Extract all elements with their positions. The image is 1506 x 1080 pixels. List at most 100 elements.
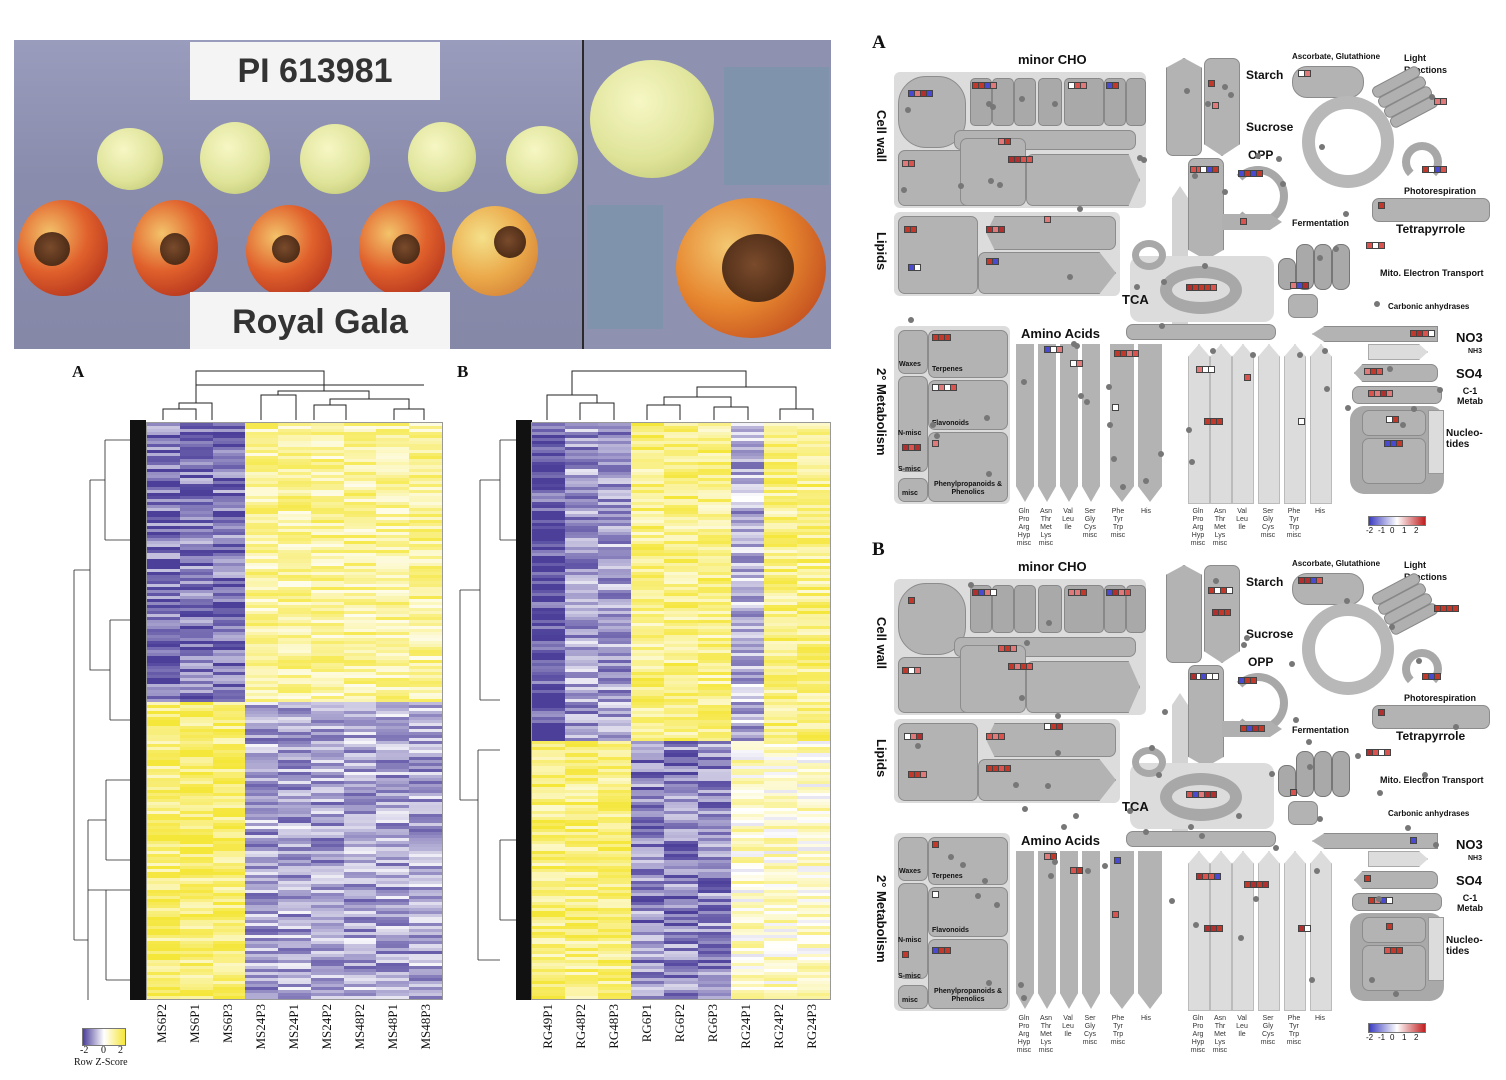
heatmap-cell [147, 532, 181, 536]
heatmap-cell [343, 598, 378, 603]
heatmap-cell [212, 489, 246, 494]
heatmap-cell [278, 507, 312, 512]
heatmap-cell [376, 632, 410, 636]
heatmap-cell [409, 814, 442, 818]
pathway-node-dot [1046, 620, 1052, 626]
heatmap-cell [212, 565, 246, 570]
heatmap-cell [147, 895, 181, 900]
heatmap-cell [278, 562, 312, 567]
heatmap-cell [245, 604, 279, 609]
expression-cell [914, 667, 921, 674]
heatmap-cell [245, 571, 279, 576]
heatmap-cell [409, 447, 442, 451]
heatmap-cell [147, 426, 181, 430]
heatmap-cell [376, 617, 410, 621]
mito-complex [1332, 751, 1350, 797]
expression-cell [1386, 897, 1393, 904]
heatmap-cell [212, 850, 246, 855]
starch-box [1166, 565, 1202, 663]
heatmap-cell [409, 744, 442, 748]
n-misc-label: N-misc [898, 937, 922, 944]
heatmap-cell [179, 480, 214, 485]
heatmap-cell [147, 856, 181, 861]
heatmap-cell [631, 996, 665, 999]
heatmap-cell [310, 441, 345, 445]
heatmap-cell [376, 929, 410, 933]
heatmap-cell [409, 571, 442, 576]
heatmap-cell [179, 535, 214, 539]
heatmap-cell [409, 726, 442, 730]
column-dendrogram-b [546, 370, 814, 420]
heatmap-cell [310, 680, 345, 685]
expression-cell [1080, 589, 1087, 596]
heatmap-cell [310, 641, 345, 645]
heatmap-cell [310, 829, 345, 833]
heatmap-cell [147, 835, 181, 839]
heatmap-cell [278, 889, 312, 894]
color-scale-tick: 2 [1414, 526, 1419, 535]
heatmap-cell [409, 650, 442, 654]
heatmap-cell [245, 689, 279, 694]
heatmap-cell [409, 468, 442, 473]
heatmap-cell [310, 899, 345, 903]
heatmap-cell [212, 641, 246, 645]
heatmap-cell [245, 601, 279, 606]
nh3-arrow [1368, 344, 1428, 360]
pathway-node-dot [1067, 274, 1073, 280]
amino-acid-group-label: Val Leu Ile [1062, 1015, 1074, 1038]
heatmap-column-label: RG6P2 [672, 1004, 687, 1043]
heatmap-cell [343, 841, 378, 845]
heatmap-cell [212, 844, 246, 848]
heatmap-cell [278, 877, 312, 882]
heatmap-cell [212, 650, 246, 654]
heatmap-cell [343, 517, 378, 521]
heatmap-cell [212, 714, 246, 718]
expression-cell [1114, 857, 1121, 864]
heatmap-cell [212, 729, 246, 733]
expression-cell [1440, 98, 1447, 105]
heatmap-cell [343, 626, 378, 630]
heatmap-cell [147, 607, 181, 612]
heatmap-cell [376, 853, 410, 858]
heatmap-cell [310, 923, 345, 927]
heatmap-cell [245, 859, 279, 864]
heatmap-cell [179, 920, 214, 924]
heatmap-cell [212, 456, 246, 460]
color-scale-tick: -2 [1366, 526, 1374, 535]
heatmap-cell [278, 795, 312, 800]
heatmap-cell [179, 698, 214, 703]
amino-acid-group-label: Phe Tyr Trp misc [1286, 1015, 1302, 1046]
heatmap-cell [212, 798, 246, 803]
heatmap-cell [376, 553, 410, 557]
heatmap-cell [409, 765, 442, 770]
pathway-node-dot [1345, 405, 1351, 411]
heatmap-cell [147, 504, 181, 509]
heatmap-cell [212, 607, 246, 612]
heatmap-cell [409, 680, 442, 685]
heatmap-cell [147, 674, 181, 679]
pathway-node-dot [1324, 386, 1330, 392]
heatmap-cell [278, 641, 312, 645]
heatmap-cell [179, 432, 214, 436]
heatmap-cell [409, 453, 442, 457]
heatmap-cell [310, 850, 345, 855]
heatmap-cell [245, 750, 279, 754]
heatmap-cell [212, 735, 246, 739]
heatmap-cell [245, 656, 279, 660]
heatmap-cell [147, 526, 181, 530]
heatmap-cell [212, 856, 246, 861]
heatmap-cell [310, 429, 345, 433]
heatmap-cell [409, 905, 442, 909]
heatmap-cell [278, 732, 312, 736]
heatmap-cell [212, 601, 246, 606]
heatmap-cell [245, 617, 279, 621]
heatmap-cell [147, 474, 181, 479]
zscore-tick: -2 [80, 1045, 89, 1056]
heatmap-cell [278, 653, 312, 657]
expression-cell [1044, 216, 1051, 223]
heatmap-cell [376, 441, 410, 445]
heatmap-cell [147, 459, 181, 463]
heatmap-cell [179, 750, 214, 754]
heatmap-cell [278, 435, 312, 439]
heatmap-cell [278, 665, 312, 670]
